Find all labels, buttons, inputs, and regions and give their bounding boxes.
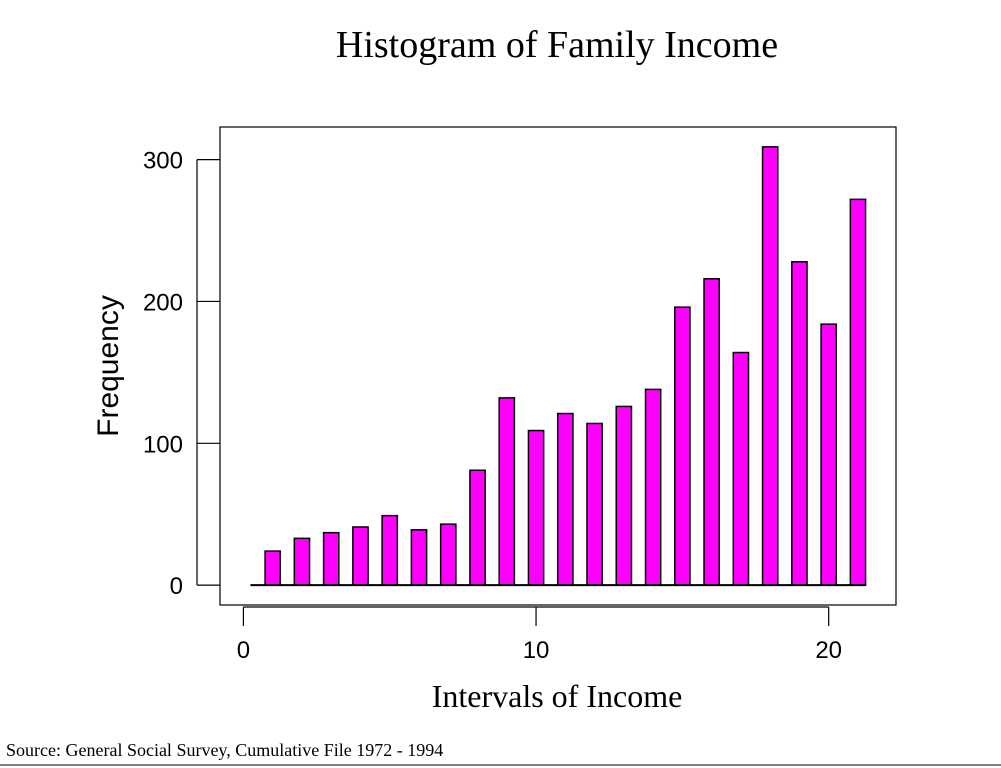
bar-17 [732,351,750,586]
x-axis: 0 10 20 [237,606,842,664]
x-axis-label: Intervals of Income [432,678,683,714]
bar-18 [761,146,779,586]
bar-3 [322,531,340,586]
plot-frame [219,126,897,606]
bar-9 [498,397,516,586]
x-tick-label-20: 20 [815,637,842,664]
y-tick-label-0: 0 [170,573,183,600]
bar-6 [410,529,428,586]
bar-11 [556,412,574,586]
y-axis-label: Frequency [92,295,125,437]
bar-12 [586,422,603,586]
chart-title: Histogram of Family Income [336,24,778,66]
bars-layer [264,146,867,586]
bar-8 [469,469,486,586]
bar-7 [439,523,457,586]
x-tick-label-0: 0 [237,637,250,664]
y-tick-label-100: 100 [143,431,183,458]
bar-1 [264,550,282,586]
bar-21 [849,198,867,586]
source-note: Source: General Social Survey, Cumulativ… [6,740,443,760]
bar-20 [820,323,838,586]
bar-2 [293,537,311,586]
bar-13 [615,405,633,586]
bar-14 [644,388,662,586]
bar-4 [352,526,369,586]
bar-15 [674,306,691,586]
bar-16 [703,278,721,586]
y-tick-label-300: 300 [143,148,183,175]
bar-5 [381,514,399,586]
bar-19 [791,261,808,586]
bar-10 [527,429,545,586]
y-tick-label-200: 200 [143,289,183,316]
x-tick-label-10: 10 [523,637,550,664]
y-axis: 0 100 200 300 [143,148,220,600]
